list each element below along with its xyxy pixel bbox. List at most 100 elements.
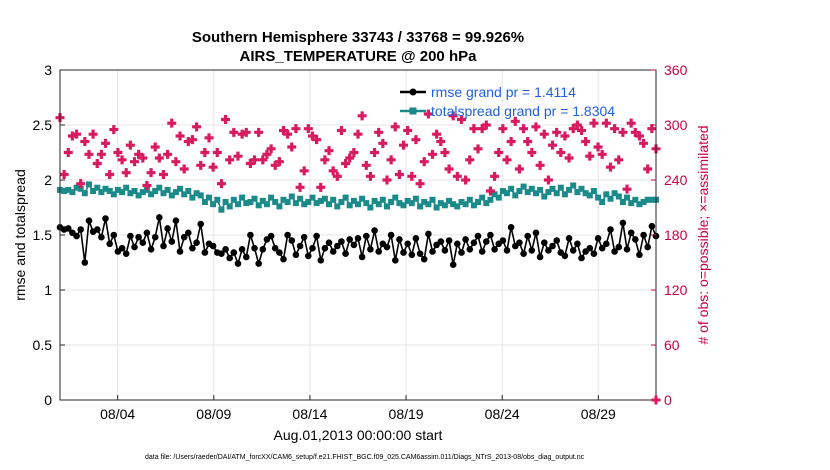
data-point <box>287 142 297 152</box>
data-point <box>541 239 548 246</box>
data-point <box>334 203 341 210</box>
data-point <box>449 261 457 269</box>
legend-spread-label: totalspread grand pr = 1.8304 <box>431 103 615 119</box>
data-point <box>312 135 322 145</box>
chart-subtitle: AIRS_TEMPERATURE @ 200 hPa <box>240 48 478 65</box>
data-point <box>328 166 338 176</box>
data-point <box>300 233 308 241</box>
data-point <box>271 244 279 252</box>
data-point <box>181 191 188 198</box>
data-point <box>514 164 524 174</box>
data-point <box>324 146 334 156</box>
data-point <box>330 196 337 203</box>
data-point <box>615 193 622 200</box>
data-point <box>230 249 238 256</box>
data-point <box>475 199 481 205</box>
data-point <box>448 111 458 121</box>
data-point <box>374 127 384 137</box>
data-point <box>77 185 84 192</box>
data-point <box>305 199 312 205</box>
data-point <box>150 142 160 152</box>
x-tick-label: 08/29 <box>581 406 616 422</box>
data-point <box>552 127 562 137</box>
data-point <box>564 153 574 163</box>
data-point <box>342 194 349 201</box>
data-point <box>536 253 544 261</box>
data-point <box>113 148 123 157</box>
data-point <box>201 199 208 205</box>
data-point <box>346 236 354 243</box>
data-point <box>367 246 374 253</box>
data-point <box>415 179 425 189</box>
data-point <box>371 227 378 234</box>
data-point <box>462 201 469 208</box>
data-point <box>465 155 475 165</box>
data-point <box>436 137 446 146</box>
data-point <box>156 214 163 221</box>
data-point <box>506 137 516 146</box>
data-point <box>598 244 606 252</box>
data-point <box>639 138 649 148</box>
data-point <box>176 248 184 255</box>
data-point <box>226 203 233 210</box>
data-point <box>160 242 167 250</box>
data-point <box>175 131 185 141</box>
data-point <box>299 166 309 176</box>
data-point <box>214 196 221 203</box>
data-point <box>110 191 117 198</box>
data-point <box>90 188 97 194</box>
data-point <box>491 246 498 253</box>
data-point <box>644 243 651 251</box>
data-point <box>478 248 486 255</box>
data-point <box>548 140 558 150</box>
data-point <box>611 248 618 255</box>
data-point <box>421 199 428 205</box>
data-point <box>152 188 159 194</box>
data-point <box>416 250 424 257</box>
data-point <box>243 253 250 261</box>
data-point <box>428 149 437 159</box>
data-point <box>390 122 400 132</box>
data-point <box>647 124 657 134</box>
data-point <box>507 224 515 231</box>
data-point <box>594 235 602 242</box>
data-point <box>516 239 523 246</box>
data-point <box>387 231 395 239</box>
data-point <box>313 200 320 207</box>
data-point <box>142 181 152 190</box>
data-point <box>345 153 355 163</box>
data-point <box>209 242 217 250</box>
data-point <box>599 199 606 205</box>
data-point <box>520 250 527 257</box>
x-axis-label: Aug.01,2013 00:00:00 start <box>274 427 443 443</box>
data-point <box>458 199 465 205</box>
data-point <box>531 122 541 132</box>
data-point <box>450 201 457 208</box>
data-point <box>582 190 589 197</box>
data-point <box>636 201 643 208</box>
data-point <box>585 151 595 161</box>
data-point <box>114 186 121 193</box>
data-point <box>411 135 421 145</box>
data-point <box>479 194 486 201</box>
data-point <box>235 201 241 208</box>
data-point <box>226 254 233 262</box>
data-point <box>118 244 126 252</box>
data-point <box>491 191 498 198</box>
data-point <box>321 195 328 202</box>
data-point <box>98 189 105 196</box>
data-point <box>388 199 395 205</box>
data-point <box>565 235 573 242</box>
y-axis-label: rmse and totalspread <box>12 169 28 301</box>
data-point <box>419 157 429 167</box>
data-point <box>622 184 632 194</box>
data-point <box>185 229 192 237</box>
y-right-tick-label: 60 <box>664 337 680 353</box>
data-point <box>384 203 390 210</box>
data-point <box>549 185 556 192</box>
data-point <box>172 189 179 196</box>
data-point <box>171 157 181 167</box>
data-point <box>334 242 341 250</box>
data-point <box>301 201 308 208</box>
data-point <box>102 215 109 222</box>
